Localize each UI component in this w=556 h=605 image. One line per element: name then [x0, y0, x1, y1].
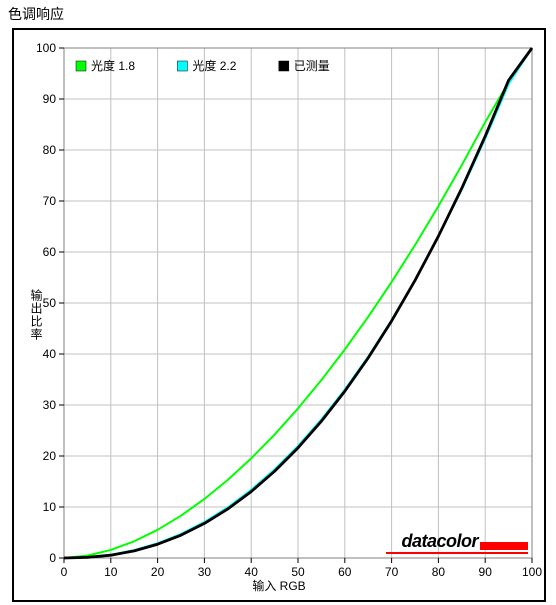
svg-text:0: 0 — [61, 565, 68, 579]
svg-text:20: 20 — [43, 449, 57, 463]
svg-text:60: 60 — [43, 245, 57, 259]
svg-text:90: 90 — [479, 565, 493, 579]
svg-text:已测量: 已测量 — [294, 59, 330, 73]
svg-text:100: 100 — [36, 41, 56, 55]
svg-text:光度 1.8: 光度 1.8 — [91, 58, 135, 73]
svg-text:10: 10 — [104, 565, 118, 579]
y-axis-label: 输出比率 — [28, 289, 45, 341]
svg-text:40: 40 — [43, 347, 57, 361]
svg-text:90: 90 — [43, 92, 57, 106]
svg-text:100: 100 — [522, 565, 542, 579]
watermark-logo: datacolor — [401, 531, 478, 552]
svg-text:70: 70 — [43, 194, 57, 208]
svg-text:80: 80 — [43, 143, 57, 157]
chart-title: 色调响应 — [8, 4, 64, 24]
svg-text:30: 30 — [198, 565, 212, 579]
chart-frame: 0102030405060708090100010203040506070809… — [12, 28, 546, 602]
svg-text:30: 30 — [43, 398, 57, 412]
watermark-text: datacolor — [401, 531, 478, 551]
chart-svg: 0102030405060708090100010203040506070809… — [14, 30, 544, 600]
svg-text:60: 60 — [338, 565, 352, 579]
svg-text:10: 10 — [43, 500, 57, 514]
svg-text:0: 0 — [49, 551, 56, 565]
x-axis-label: 输入 RGB — [252, 577, 305, 594]
chart-container: 色调响应 01020304050607080901000102030405060… — [0, 0, 556, 605]
svg-text:80: 80 — [432, 565, 446, 579]
svg-text:光度 2.2: 光度 2.2 — [192, 58, 236, 73]
watermark-bar — [480, 542, 528, 550]
svg-text:70: 70 — [385, 565, 399, 579]
svg-text:20: 20 — [151, 565, 165, 579]
